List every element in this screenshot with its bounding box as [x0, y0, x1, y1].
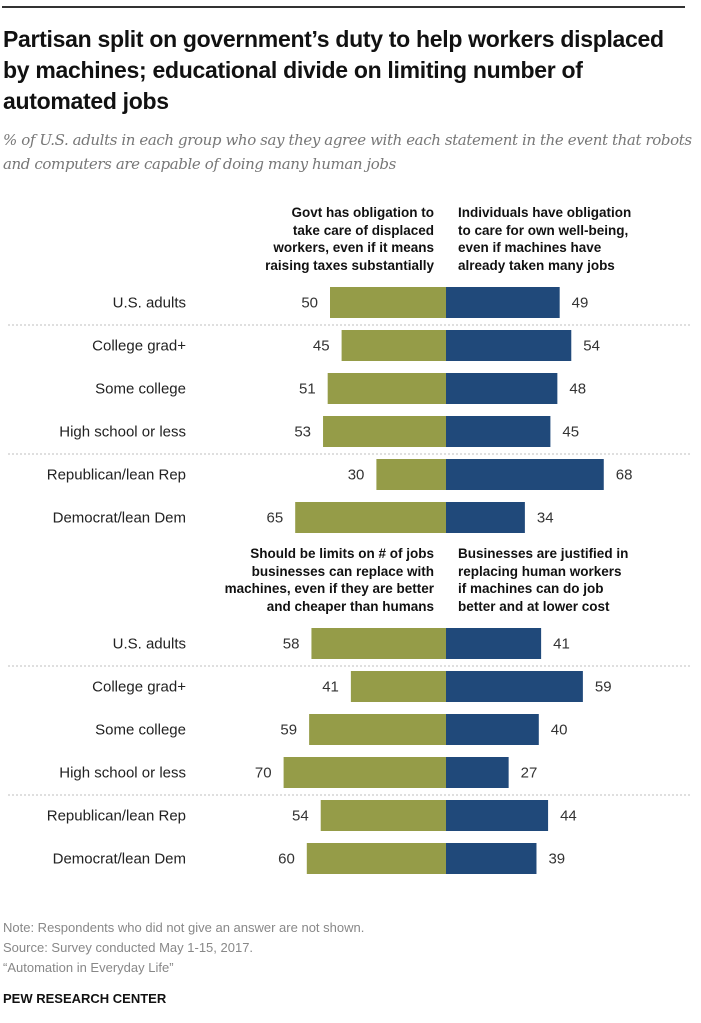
value-label-left: 50	[301, 295, 318, 312]
bar-right	[446, 800, 549, 831]
bar-left	[306, 843, 446, 874]
value-label-left: 58	[283, 636, 300, 653]
header-line: Businesses are justified in	[458, 546, 629, 561]
footer-source: Source: Survey conducted May 1-15, 2017.	[3, 940, 254, 955]
bar-left	[320, 800, 446, 831]
bar-right	[446, 502, 525, 533]
footer-note: Note: Respondents who did not give an an…	[3, 920, 365, 935]
bar-left	[295, 502, 446, 533]
value-label-right: 34	[537, 510, 554, 527]
header-line: businesses can replace with	[251, 563, 434, 579]
panel-1-right-header: Individuals have obligation to care for …	[458, 204, 698, 274]
chart-subtitle: % of U.S. adults in each group who say t…	[3, 131, 692, 173]
category-label: Republican/lean Rep	[47, 467, 186, 484]
value-label-left: 53	[294, 424, 311, 441]
panel-2-right-header: Businesses are justified in replacing hu…	[458, 545, 698, 615]
header-line: to care for own well-being,	[458, 222, 629, 238]
header-line: replacing human workers	[458, 563, 622, 579]
panel-1-left-header: Govt has obligation to take care of disp…	[160, 204, 434, 274]
value-label-right: 49	[572, 295, 589, 312]
bar-right	[446, 843, 537, 874]
bar-right	[446, 416, 551, 447]
category-label: High school or less	[59, 424, 186, 441]
value-label-left: 65	[267, 510, 284, 527]
bar-left	[350, 671, 446, 702]
value-label-right: 39	[548, 851, 565, 868]
bar-right	[446, 287, 560, 318]
bar-left	[341, 330, 446, 361]
value-label-left: 59	[280, 722, 297, 739]
value-label-right: 68	[616, 467, 633, 484]
category-label: U.S. adults	[113, 295, 186, 312]
value-label-left: 30	[348, 467, 365, 484]
header-line: machines, even if they are better	[224, 581, 434, 596]
header-line: Should be limits on # of jobs	[250, 546, 434, 561]
bar-left	[376, 459, 446, 490]
value-label-left: 60	[278, 851, 295, 868]
category-label: Some college	[95, 722, 186, 739]
header-line: already taken many jobs	[458, 257, 615, 273]
category-label: High school or less	[59, 765, 186, 782]
header-line: Govt has obligation to	[291, 205, 435, 220]
value-label-left: 45	[313, 338, 330, 355]
bar-left	[309, 714, 446, 745]
category-label: U.S. adults	[113, 636, 186, 653]
header-line: and cheaper than humans	[266, 598, 434, 614]
bar-right	[446, 757, 509, 788]
value-label-right: 45	[562, 424, 579, 441]
value-label-right: 48	[569, 381, 586, 398]
bar-right	[446, 373, 558, 404]
value-label-left: 51	[299, 381, 316, 398]
category-label: College grad+	[92, 679, 186, 696]
bar-right	[446, 459, 604, 490]
header-line: even if machines have	[458, 240, 602, 255]
category-label: College grad+	[92, 338, 186, 355]
bar-left	[283, 757, 446, 788]
value-label-right: 54	[583, 338, 600, 355]
value-label-right: 27	[521, 765, 538, 782]
header-line: Individuals have obligation	[458, 205, 632, 220]
bar-left	[327, 373, 446, 404]
category-label: Democrat/lean Dem	[53, 510, 186, 527]
footer-report: “Automation in Everyday Life”	[3, 960, 174, 975]
header-line: if machines can do job	[458, 581, 604, 596]
header-line: raising taxes substantially	[265, 257, 434, 273]
panel-2-left-header: Should be limits on # of jobs businesses…	[160, 545, 434, 615]
value-label-right: 41	[553, 636, 570, 653]
bar-left	[330, 287, 446, 318]
category-label: Republican/lean Rep	[47, 808, 186, 825]
value-label-left: 54	[292, 808, 309, 825]
bar-right	[446, 330, 572, 361]
footer-notes: Note: Respondents who did not give an an…	[3, 918, 364, 978]
value-label-left: 70	[255, 765, 272, 782]
value-label-left: 41	[322, 679, 339, 696]
bar-right	[446, 628, 542, 659]
chart-title: Partisan split on government’s duty to h…	[3, 26, 664, 114]
bar-right	[446, 714, 539, 745]
value-label-right: 59	[595, 679, 612, 696]
category-label: Some college	[95, 381, 186, 398]
header-line: better and at lower cost	[458, 598, 610, 614]
top-rule	[2, 6, 685, 8]
value-label-right: 44	[560, 808, 577, 825]
bar-left	[323, 416, 446, 447]
bar-right	[446, 671, 583, 702]
header-line: take care of displaced	[292, 222, 434, 238]
brand-logo-text: PEW RESEARCH CENTER	[3, 991, 167, 1006]
bar-left	[311, 628, 446, 659]
category-label: Democrat/lean Dem	[53, 851, 186, 868]
header-line: workers, even if it means	[273, 240, 434, 255]
value-label-right: 40	[551, 722, 568, 739]
